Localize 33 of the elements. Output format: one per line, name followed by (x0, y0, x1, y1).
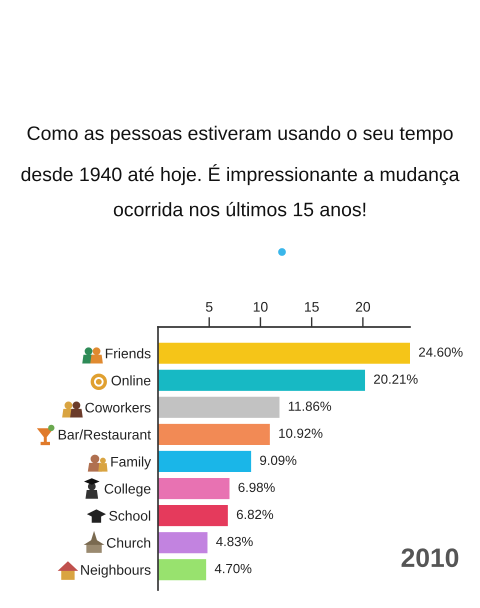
x-tick-label: 10 (254, 302, 268, 312)
bar (158, 478, 230, 500)
bar (158, 450, 252, 472)
data-label: 24.60% (418, 347, 463, 357)
y-tick-label: Neighbours (81, 564, 151, 578)
data-label: 4.70% (214, 564, 252, 574)
chart-title: Como as pessoas estiveram usando o seu tempo desde 1940 até hoje. É impressionante a mudança ocorrida nos últimos 15 anos! (21, 126, 460, 216)
data-label: 10.92% (279, 428, 322, 438)
y-tick-label: Coworkers (85, 402, 151, 413)
data-label: 6.98% (238, 482, 275, 492)
bar (158, 342, 410, 364)
y-tick-label: Online (112, 375, 150, 386)
y-tick-label: Friends (106, 348, 151, 358)
y-tick-label: Family (111, 456, 152, 470)
data-label: 9.09% (260, 456, 296, 466)
data-label: 6.82% (236, 510, 274, 520)
x-tick-label: 5 (206, 302, 212, 312)
y-tick-label: School (109, 510, 150, 521)
data-label: 11.86% (288, 402, 332, 411)
y-tick-label: College (104, 484, 150, 496)
bar (158, 424, 270, 445)
data-label: 20.21% (374, 374, 418, 384)
y-tick-label: Church (106, 538, 150, 548)
bar (158, 532, 208, 554)
annotation: 2010 (402, 548, 458, 568)
bar (158, 396, 280, 418)
y-tick-label: Bar/Restaurant (58, 429, 151, 440)
x-tick-label: 15 (304, 302, 319, 312)
bar (158, 559, 206, 580)
x-tick-label: 20 (356, 302, 370, 312)
data-label: 4.83% (216, 536, 253, 546)
bar (158, 370, 366, 391)
bar (158, 505, 228, 526)
